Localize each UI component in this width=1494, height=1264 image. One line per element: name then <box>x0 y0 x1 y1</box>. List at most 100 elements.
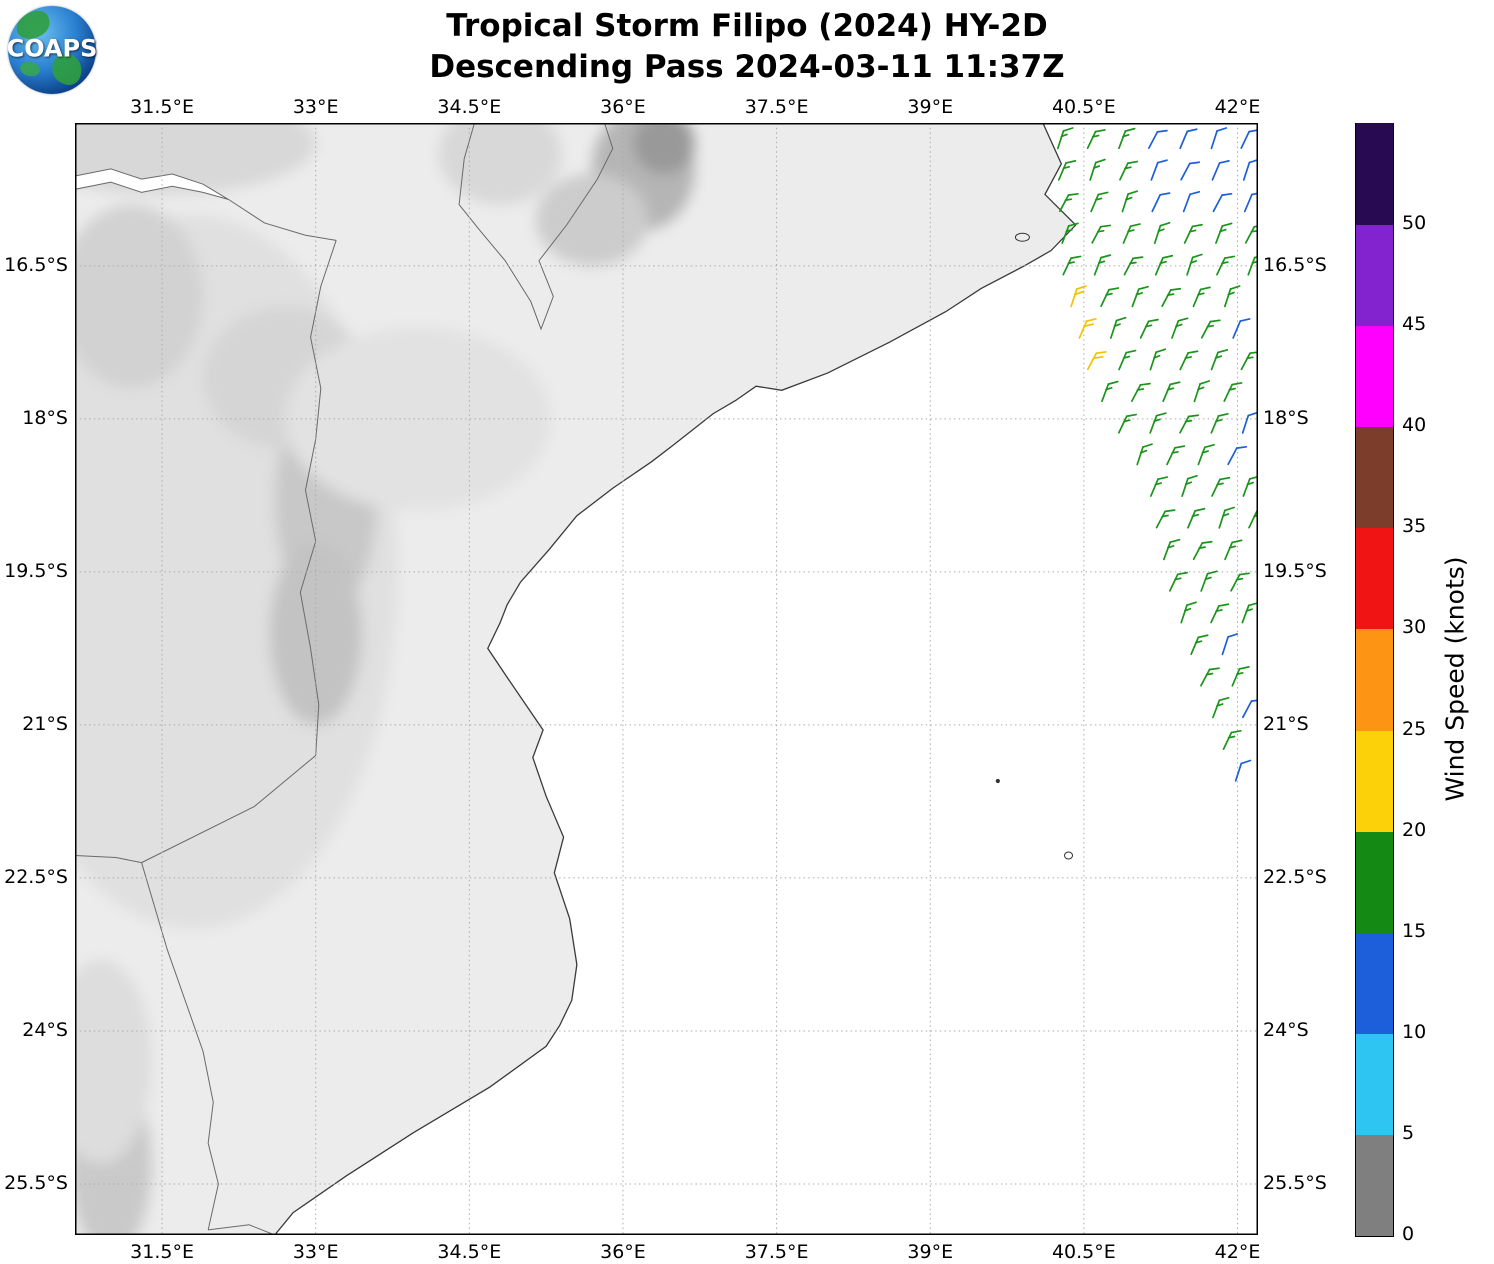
wind-barb <box>1168 571 1189 592</box>
y-tick-label-right: 22.5°S <box>1263 865 1327 888</box>
terrain-shading <box>75 123 695 1235</box>
wind-barb <box>1148 129 1168 149</box>
wind-barb <box>1109 316 1127 339</box>
x-tick-label-bottom: 36°E <box>600 1241 646 1263</box>
wind-barb <box>1241 602 1258 624</box>
wind-barb <box>1212 192 1233 213</box>
map-frame <box>75 123 1258 1235</box>
country-border <box>141 755 317 864</box>
wind-barb <box>1227 445 1248 466</box>
island <box>1064 851 1074 860</box>
x-tick-label-bottom: 42°E <box>1214 1241 1261 1263</box>
y-tick-label-right: 18°S <box>1263 406 1309 429</box>
wind-barb <box>1218 506 1235 529</box>
x-tick-label-top: 37.5°E <box>744 96 809 118</box>
wind-barb <box>1131 382 1151 402</box>
y-tick-label-right: 24°S <box>1263 1018 1309 1041</box>
country-border <box>208 1224 275 1235</box>
wind-barb <box>1149 412 1167 434</box>
wind-barb <box>1155 509 1176 529</box>
wind-barb <box>1059 192 1079 213</box>
x-tick-label-bottom: 34.5°E <box>437 1241 502 1263</box>
wind-barb <box>1223 382 1243 403</box>
colorbar-tick-label: 0 <box>1402 1223 1415 1245</box>
wind-barb <box>1123 256 1144 276</box>
x-tick-label-bottom: 33°E <box>292 1241 339 1263</box>
wind-barb <box>1122 223 1141 244</box>
title-line-1: Tropical Storm Filipo (2024) HY-2D <box>446 8 1048 44</box>
wind-barb <box>1162 381 1181 403</box>
terrain-patch <box>269 541 362 725</box>
wind-barb <box>1100 287 1120 308</box>
wind-barb <box>1086 351 1107 371</box>
colorbar-tick-label: 10 <box>1402 1020 1427 1043</box>
x-tick-label-bottom: 31.5°E <box>130 1241 194 1263</box>
wind-barb <box>1131 285 1149 308</box>
wind-barb <box>1242 475 1258 497</box>
wind-barb <box>1139 318 1159 339</box>
coaps-logo: COAPS <box>6 6 98 94</box>
colorbar-tick-label: 15 <box>1402 919 1427 942</box>
colorbar-tick-label: 45 <box>1402 313 1427 336</box>
colorbar-segment <box>1356 729 1393 832</box>
wind-barb <box>1161 287 1182 308</box>
wind-barb <box>1180 601 1197 624</box>
wind-barb <box>1212 696 1230 719</box>
wind-barb <box>1153 221 1171 244</box>
wind-barb <box>1243 191 1258 213</box>
colorbar-tick-label: 5 <box>1402 1121 1415 1144</box>
lake-outline <box>75 168 229 200</box>
x-tick-label-top: 39°E <box>907 96 954 118</box>
map-plot-area <box>75 123 1258 1235</box>
wind-barb <box>1244 224 1258 244</box>
x-tick-label-bottom: 40.5°E <box>1051 1241 1116 1263</box>
wind-barb <box>1182 190 1201 213</box>
colorbar-tick-label: 35 <box>1402 515 1427 538</box>
wind-barb <box>1150 159 1168 181</box>
island <box>1014 232 1030 242</box>
wind-barb <box>1118 127 1136 150</box>
wind-barb <box>1179 414 1200 434</box>
colorbar-segment <box>1356 527 1393 630</box>
wind-barb <box>1119 160 1139 181</box>
wind-barb <box>1210 349 1229 371</box>
y-tick-label-right: 16.5°S <box>1263 253 1327 276</box>
wind-barb <box>1179 350 1199 371</box>
wind-barb <box>1241 411 1258 434</box>
x-tick-label-top: 34.5°E <box>437 96 502 118</box>
terrain-patch <box>75 123 316 195</box>
wind-barb <box>1149 348 1167 371</box>
wind-barb <box>1240 351 1258 371</box>
wind-barb <box>1091 224 1112 244</box>
wind-barb <box>1211 476 1231 497</box>
x-tick-label-top: 40.5°E <box>1051 96 1116 118</box>
wind-barb <box>1240 129 1258 150</box>
wind-barb <box>1222 729 1242 750</box>
wind-barb <box>1181 474 1198 497</box>
wind-barb <box>1121 190 1139 213</box>
colorbar-segment <box>1356 1033 1393 1135</box>
country-border <box>141 862 219 1231</box>
wind-barb <box>1192 286 1211 308</box>
coaps-logo-text: COAPS <box>6 34 98 63</box>
x-tick-label-top: 42°E <box>1214 96 1261 118</box>
colorbar-tick-label: 40 <box>1402 414 1427 437</box>
title-line-2: Descending Pass 2024-03-11 11:37Z <box>429 48 1065 85</box>
colorbar-segment <box>1356 831 1393 933</box>
y-tick-label-left: 22.5°S <box>4 865 68 888</box>
colorbar-tick-label: 50 <box>1402 212 1427 235</box>
coastline <box>274 123 1077 1235</box>
wind-barb <box>1180 161 1201 181</box>
wind-barb-layer <box>1056 127 1258 782</box>
wind-barb <box>1171 317 1189 339</box>
terrain-patch <box>75 959 152 1164</box>
wind-barb <box>1118 349 1137 371</box>
wind-barb <box>1242 698 1258 719</box>
y-tick-label-left: 16.5°S <box>4 253 68 276</box>
country-border <box>458 123 614 331</box>
colorbar <box>1355 123 1394 1237</box>
y-tick-label-left: 25.5°S <box>4 1171 68 1194</box>
colorbar-tick-label: 25 <box>1402 717 1427 740</box>
wind-barb <box>1200 319 1221 339</box>
y-tick-label-left: 19.5°S <box>4 559 68 582</box>
